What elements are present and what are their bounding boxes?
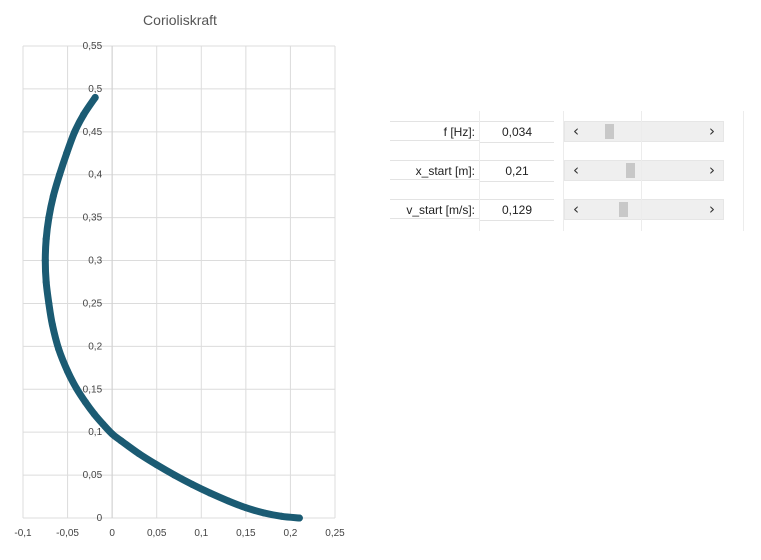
data-point bbox=[41, 257, 49, 265]
chevron-left-icon[interactable]: ‹ bbox=[573, 161, 579, 179]
y-tick-label: 0 bbox=[97, 513, 103, 524]
cell-grid-line bbox=[563, 111, 564, 231]
chart-title: Corioliskraft bbox=[143, 12, 217, 28]
y-axis: 0 0,05 0,1 0,15 0,2 0,25 0,3 0,35 0,4 0,45 0,5 0,55 bbox=[83, 41, 103, 524]
param-row-frequency: f [Hz]: 0,034 ‹ › bbox=[390, 111, 744, 150]
x-tick-label: 0,1 bbox=[194, 528, 208, 539]
data-point bbox=[99, 420, 107, 428]
data-point bbox=[260, 509, 268, 517]
data-point bbox=[45, 299, 53, 307]
data-point bbox=[64, 367, 72, 375]
chevron-left-icon[interactable]: ‹ bbox=[573, 122, 579, 140]
data-point bbox=[80, 111, 88, 119]
data-point bbox=[42, 278, 50, 286]
x-tick-label: 0,15 bbox=[236, 528, 256, 539]
data-point bbox=[224, 497, 232, 505]
y-tick-label: 0,3 bbox=[88, 256, 102, 267]
param-label: x_start [m]: bbox=[390, 160, 479, 180]
x-tick-label: 0 bbox=[109, 528, 115, 539]
y-tick-label: 0,25 bbox=[83, 298, 103, 309]
chevron-right-icon[interactable]: › bbox=[709, 200, 715, 218]
x-tick-label: 0,25 bbox=[325, 528, 345, 539]
y-tick-label: 0,55 bbox=[83, 41, 103, 52]
data-point bbox=[206, 489, 214, 497]
y-tick-label: 0,5 bbox=[88, 84, 102, 95]
data-point bbox=[55, 345, 63, 353]
v-start-scrollbar[interactable]: ‹ › bbox=[564, 199, 724, 220]
param-row-v-start: v_start [m/s]: 0,129 ‹ › bbox=[390, 189, 744, 228]
param-label: f [Hz]: bbox=[390, 121, 479, 141]
chevron-left-icon[interactable]: ‹ bbox=[573, 200, 579, 218]
param-value: 0,034 bbox=[480, 121, 554, 143]
data-point bbox=[72, 384, 80, 392]
cell-grid-line bbox=[641, 111, 642, 231]
x-tick-label: 0,05 bbox=[147, 528, 167, 539]
data-point bbox=[63, 149, 71, 157]
data-point bbox=[278, 512, 286, 520]
scrollbar-thumb[interactable] bbox=[625, 163, 635, 178]
x-tick-label: 0,2 bbox=[283, 528, 297, 539]
y-tick-label: 0,2 bbox=[88, 341, 102, 352]
data-point bbox=[135, 450, 143, 458]
data-point bbox=[171, 471, 179, 479]
y-tick-label: 0,05 bbox=[83, 470, 103, 481]
data-point bbox=[42, 235, 50, 243]
x-tick-label: -0,1 bbox=[14, 528, 32, 539]
data-point bbox=[45, 214, 53, 222]
chart-grid bbox=[22, 45, 336, 519]
param-value: 0,21 bbox=[480, 160, 554, 182]
x-tick-label: -0,05 bbox=[56, 528, 79, 539]
chevron-right-icon[interactable]: › bbox=[709, 122, 715, 140]
scrollbar-thumb[interactable] bbox=[605, 124, 615, 139]
data-point bbox=[81, 398, 89, 406]
param-label: v_start [m/s]: bbox=[390, 199, 479, 219]
data-point bbox=[295, 514, 303, 522]
data-points bbox=[41, 93, 303, 522]
param-row-x-start: x_start [m]: 0,21 ‹ › bbox=[390, 150, 744, 189]
chevron-right-icon[interactable]: › bbox=[709, 161, 715, 179]
data-point bbox=[153, 461, 161, 469]
x-axis: -0,1 -0,05 0 0,05 0,1 0,15 0,2 0,25 bbox=[14, 528, 345, 539]
scrollbar-thumb[interactable] bbox=[618, 202, 628, 217]
data-point bbox=[117, 437, 125, 445]
x-start-scrollbar[interactable]: ‹ › bbox=[564, 160, 724, 181]
y-tick-label: 0,45 bbox=[83, 127, 103, 138]
y-tick-label: 0,35 bbox=[83, 213, 103, 224]
data-point bbox=[242, 504, 250, 512]
param-value: 0,129 bbox=[480, 199, 554, 221]
parameter-panel: f [Hz]: 0,034 ‹ › x_start [m]: 0,21 ‹ › … bbox=[390, 111, 744, 231]
data-point bbox=[48, 321, 56, 329]
data-point bbox=[188, 481, 196, 489]
chart: Corioliskraft -0,1 -0,05 0 0,05 0,1 0,15 0,2 0,… bbox=[14, 12, 345, 539]
cell-grid-line bbox=[743, 111, 744, 231]
frequency-scrollbar[interactable]: ‹ › bbox=[564, 121, 724, 142]
data-point bbox=[90, 410, 98, 418]
y-tick-label: 0,15 bbox=[83, 384, 103, 395]
data-point bbox=[56, 171, 64, 179]
data-point bbox=[108, 430, 116, 438]
data-point bbox=[91, 93, 99, 101]
cell-grid-line bbox=[479, 111, 480, 231]
data-point bbox=[71, 128, 79, 136]
data-point bbox=[49, 192, 57, 200]
y-tick-label: 0,4 bbox=[88, 170, 102, 181]
y-tick-label: 0,1 bbox=[88, 427, 102, 438]
